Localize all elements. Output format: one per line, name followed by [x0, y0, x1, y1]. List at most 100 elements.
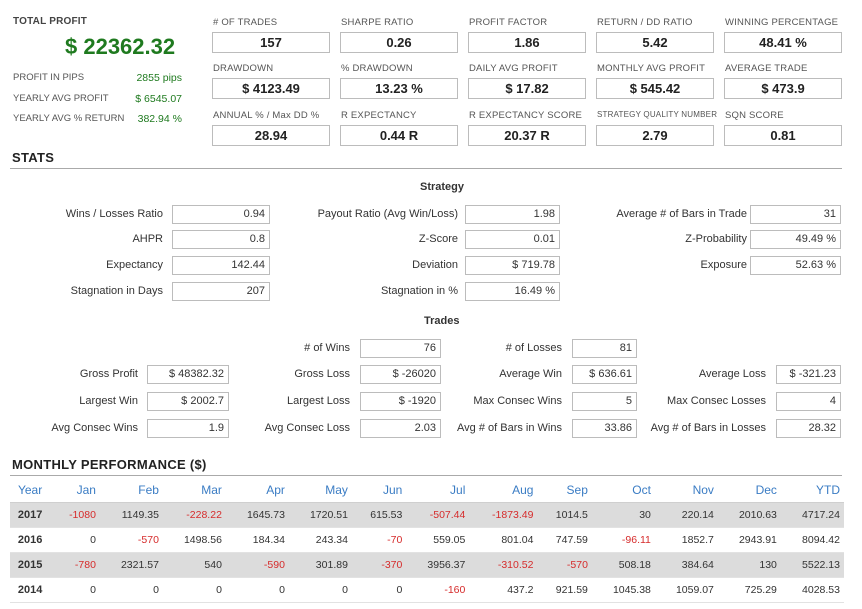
- metric-value: $ 473.9: [724, 78, 842, 99]
- value-cell: 1045.38: [591, 577, 655, 603]
- metric-value: 48.41 %: [724, 32, 842, 53]
- metric-value: $ 17.82: [468, 78, 586, 99]
- value-cell: 8094.42: [780, 527, 844, 553]
- column-header[interactable]: Year: [17, 483, 43, 497]
- strategy-value: 31: [750, 205, 841, 224]
- trades-label: Avg Consec Wins: [51, 422, 138, 434]
- trades-label: Gross Loss: [294, 368, 350, 380]
- value-cell: -590: [225, 552, 289, 578]
- value-cell: -570: [537, 552, 592, 578]
- column-header[interactable]: Jun: [383, 483, 403, 497]
- value-cell: 921.59: [537, 577, 592, 603]
- year-cell: 2016: [10, 527, 54, 553]
- metric-label: AVERAGE TRADE: [725, 63, 808, 74]
- value-cell: -780: [53, 552, 100, 578]
- yearly-avg-profit-value: $ 6545.07: [135, 93, 182, 105]
- metric-label: R EXPECTANCY SCORE: [469, 110, 583, 121]
- total-profit-value: $ 22362.32: [65, 34, 176, 59]
- strategy-label: Expectancy: [106, 259, 163, 271]
- metric-value: 1.86: [468, 32, 586, 53]
- table-header-row: Year Jan Feb Mar Apr May Jun Jul Aug Sep Oct Nov Dec…: [10, 478, 844, 503]
- column-header[interactable]: YTD: [816, 483, 840, 497]
- strategy-label: Stagnation in %: [380, 285, 458, 297]
- strategy-value: 142.44: [172, 256, 270, 275]
- value-cell: 540: [162, 552, 226, 578]
- strategy-label: Wins / Losses Ratio: [65, 208, 163, 220]
- trades-value: 1.9: [147, 419, 229, 438]
- strategy-value: 0.8: [172, 230, 270, 249]
- trades-value: $ -1920: [360, 392, 441, 411]
- metric-value: 13.23 %: [340, 78, 458, 99]
- value-cell: 2943.91: [717, 527, 781, 553]
- column-header[interactable]: Apr: [266, 483, 285, 497]
- column-header[interactable]: Oct: [632, 483, 651, 497]
- trades-value: $ 2002.7: [147, 392, 229, 411]
- metric-label: RETURN / DD RATIO: [597, 17, 693, 28]
- metric-label: # OF TRADES: [213, 17, 278, 28]
- value-cell: 437.2: [469, 577, 538, 603]
- value-cell: -1873.49: [469, 502, 538, 528]
- trades-value: 4: [776, 392, 841, 411]
- metric-value: 2.79: [596, 125, 714, 146]
- trades-label: Avg # of Bars in Losses: [650, 422, 766, 434]
- column-header[interactable]: Nov: [692, 483, 714, 497]
- column-header[interactable]: Feb: [138, 483, 159, 497]
- value-cell: -310.52: [469, 552, 538, 578]
- value-cell: 1720.51: [288, 502, 352, 528]
- yearly-avg-return-value: 382.94 %: [137, 113, 182, 125]
- metric-label: SHARPE RATIO: [341, 17, 414, 28]
- strategy-label: Deviation: [412, 259, 458, 271]
- trades-label: Largest Loss: [287, 395, 350, 407]
- trades-label: Avg # of Bars in Wins: [457, 422, 562, 434]
- strategy-label: Average # of Bars in Trade: [616, 208, 747, 220]
- value-cell: 220.14: [654, 502, 718, 528]
- trades-label: # of Losses: [505, 342, 562, 354]
- metric-value: 20.37 R: [468, 125, 586, 146]
- value-cell: 384.64: [654, 552, 718, 578]
- strategy-value: 1.98: [465, 205, 560, 224]
- strategy-value: $ 719.78: [465, 256, 560, 275]
- column-header[interactable]: Aug: [512, 483, 534, 497]
- value-cell: -96.11: [591, 527, 655, 553]
- stats-divider: [10, 168, 842, 169]
- trades-value: 5: [572, 392, 637, 411]
- column-header[interactable]: Jan: [76, 483, 96, 497]
- trades-label: Gross Profit: [79, 368, 138, 380]
- metric-value: 0.81: [724, 125, 842, 146]
- trades-value: 2.03: [360, 419, 441, 438]
- column-header[interactable]: Dec: [755, 483, 777, 497]
- column-header[interactable]: Sep: [566, 483, 588, 497]
- metric-label: R EXPECTANCY: [341, 110, 417, 121]
- strategy-heading: Strategy: [420, 181, 465, 193]
- profit-in-pips-value: 2855 pips: [136, 72, 182, 84]
- yearly-avg-return-label: YEARLY AVG % RETURN: [13, 113, 125, 124]
- value-cell: 30: [591, 502, 655, 528]
- monthly-title: MONTHLY PERFORMANCE ($): [12, 457, 207, 472]
- strategy-value: 0.94: [172, 205, 270, 224]
- metric-value: 0.26: [340, 32, 458, 53]
- value-cell: 0: [53, 527, 100, 553]
- trades-value: 33.86: [572, 419, 637, 438]
- strategy-label: Exposure: [700, 259, 747, 271]
- value-cell: 0: [162, 577, 226, 603]
- profit-in-pips-label: PROFIT IN PIPS: [13, 72, 85, 83]
- value-cell: 725.29: [717, 577, 781, 603]
- value-cell: 0: [53, 577, 100, 603]
- column-header[interactable]: May: [325, 483, 348, 497]
- metric-value: $ 545.42: [596, 78, 714, 99]
- column-header[interactable]: Jul: [450, 483, 466, 497]
- strategy-label: AHPR: [132, 233, 163, 245]
- strategy-value: 207: [172, 282, 270, 301]
- year-cell: 2014: [10, 577, 54, 603]
- value-cell: 747.59: [537, 527, 592, 553]
- column-header[interactable]: Mar: [201, 483, 222, 497]
- trades-value: 28.32: [776, 419, 841, 438]
- year-cell: 2015: [10, 552, 54, 578]
- value-cell: 243.34: [288, 527, 352, 553]
- strategy-value: 49.49 %: [750, 230, 841, 249]
- yearly-avg-profit-label: YEARLY AVG PROFIT: [13, 93, 109, 104]
- value-cell: 5522.13: [780, 552, 844, 578]
- value-cell: 1498.56: [162, 527, 226, 553]
- monthly-performance-table: Year Jan Feb Mar Apr May Jun Jul Aug Sep Oct Nov Dec…: [10, 478, 844, 603]
- value-cell: 0: [288, 577, 352, 603]
